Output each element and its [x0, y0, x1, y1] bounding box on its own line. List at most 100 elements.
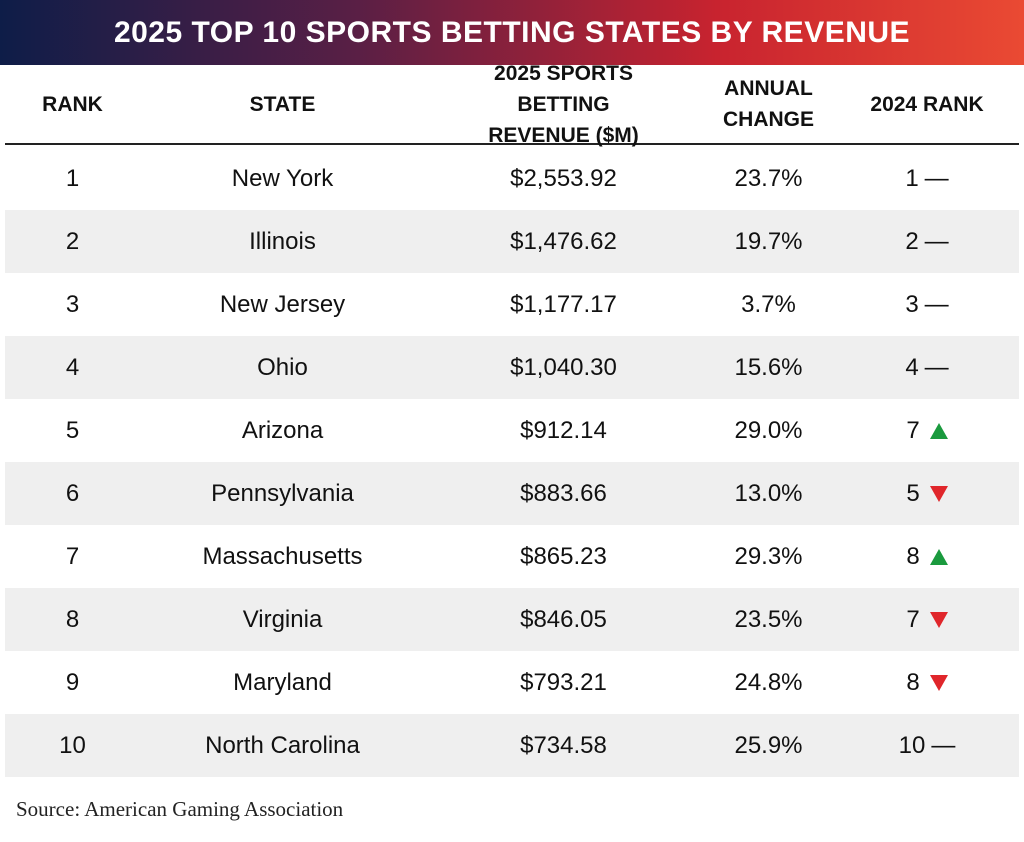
table-cell: $734.58 — [425, 714, 702, 777]
table-cell: 19.7% — [702, 210, 835, 273]
table-cell: 23.7% — [702, 147, 835, 210]
cell-text: 5 — [65, 416, 80, 444]
cell-text: 23.7% — [734, 164, 803, 192]
table-cell: 6 — [5, 462, 140, 525]
table-cell: 3 — [5, 273, 140, 336]
cell-text: 23.5% — [734, 605, 803, 633]
table-row: 4 Ohio $1,040.30 15.6% 4— — [5, 336, 1019, 399]
trend-arrow — [929, 548, 948, 565]
table-cell: $865.23 — [425, 525, 702, 588]
table-row: 5 Arizona $912.14 29.0% 7 — [5, 399, 1019, 462]
cell-text: Maryland — [233, 668, 332, 696]
column-header-text: 2024 RANK — [870, 92, 984, 116]
table-cell: 3.7% — [702, 273, 835, 336]
cell-text: 1 — [65, 164, 80, 192]
table-cell: $883.66 — [425, 462, 702, 525]
table-cell: Ohio — [140, 336, 425, 399]
table-cell: 2— — [835, 210, 1019, 273]
column-header: ANNUAL CHANGE — [702, 65, 835, 143]
prev-rank: 8 — [906, 668, 920, 696]
table-cell: 10 — [5, 714, 140, 777]
table-row: 9 Maryland $793.21 24.8% 8 — [5, 651, 1019, 714]
prev-rank: 8 — [906, 542, 920, 570]
table-cell: 8 — [835, 651, 1019, 714]
cell-text: Arizona — [241, 416, 324, 444]
column-header: 2025 SPORTS BETTING REVENUE ($M) — [425, 62, 702, 147]
table-cell: 1— — [835, 147, 1019, 210]
cell-text: New Jersey — [219, 290, 346, 318]
trend-arrow — [929, 422, 948, 439]
cell-text: 3.7% — [741, 290, 796, 318]
table-cell: 10— — [835, 714, 1019, 777]
column-header: 2024 RANK — [835, 65, 1019, 143]
header-row: RANK STATE 2025 SPORTS BETTING REVENUE ($M… — [5, 62, 1019, 147]
cell-text: $793.21 — [520, 668, 607, 696]
table-cell: Virginia — [140, 588, 425, 651]
source: Source: American Gaming Association — [16, 797, 344, 821]
no-change-mark: — — [924, 227, 949, 255]
no-change-mark: — — [924, 164, 949, 192]
cell-text: Massachusetts — [202, 542, 363, 570]
table-cell: $1,040.30 — [425, 336, 702, 399]
cell-text: 29.0% — [734, 416, 803, 444]
table-cell: Illinois — [140, 210, 425, 273]
cell-text: 6 — [65, 479, 80, 507]
table-cell: $912.14 — [425, 399, 702, 462]
cell-text: North Carolina — [205, 731, 360, 759]
table-row: 1 New York $2,553.92 23.7% 1— — [5, 147, 1019, 210]
trend-down — [929, 485, 948, 502]
trend-down — [929, 611, 948, 628]
prev-rank: 7 — [906, 416, 920, 444]
trend-down — [929, 674, 948, 691]
cell-text: $912.14 — [520, 416, 607, 444]
table-cell: 7 — [835, 399, 1019, 462]
table-cell: 2 — [5, 210, 140, 273]
table-cell: 15.6% — [702, 336, 835, 399]
prev-rank: 1 — [905, 164, 919, 192]
cell-text: 7 — [65, 542, 80, 570]
trend-arrow — [929, 485, 948, 502]
table-body: 1 New York $2,553.92 23.7% 1—2 Illinois $1,476… — [0, 147, 1024, 777]
table-cell: 1 — [5, 147, 140, 210]
table-cell: 9 — [5, 651, 140, 714]
table-cell: $1,476.62 — [425, 210, 702, 273]
table-row: 3 New Jersey $1,177.17 3.7% 3— — [5, 273, 1019, 336]
cell-text: Ohio — [257, 353, 308, 381]
table-cell: 5 — [835, 462, 1019, 525]
cell-text: 4 — [65, 353, 80, 381]
no-change-mark: — — [924, 290, 949, 318]
cell-text: 10 — [59, 731, 86, 759]
trend-arrow — [929, 611, 948, 628]
cell-text: 3 — [65, 290, 80, 318]
table-cell: Maryland — [140, 651, 425, 714]
cell-text: Virginia — [242, 605, 323, 633]
table-row: 8 Virginia $846.05 23.5% 7 — [5, 588, 1019, 651]
table-cell: 8 — [5, 588, 140, 651]
column-header: STATE — [140, 65, 425, 143]
table-cell: $793.21 — [425, 651, 702, 714]
table-cell: 4— — [835, 336, 1019, 399]
cell-text: 29.3% — [734, 542, 803, 570]
table-cell: 7 — [835, 588, 1019, 651]
prev-rank: 4 — [905, 353, 919, 381]
cell-text: 24.8% — [734, 668, 803, 696]
table-cell: 3— — [835, 273, 1019, 336]
table-cell: $846.05 — [425, 588, 702, 651]
cell-text: $1,177.17 — [510, 290, 617, 318]
prev-rank: 5 — [906, 479, 920, 507]
table-cell: 25.9% — [702, 714, 835, 777]
trend-arrow — [929, 674, 948, 691]
cell-text: 2 — [65, 227, 80, 255]
column-header-text: RANK — [42, 92, 103, 116]
cell-text: 25.9% — [734, 731, 803, 759]
table-cell: New Jersey — [140, 273, 425, 336]
title: 2025 TOP 10 SPORTS BETTING STATES BY REV… — [113, 15, 911, 49]
cell-text: $846.05 — [520, 605, 607, 633]
table-cell: New York — [140, 147, 425, 210]
table-cell: 4 — [5, 336, 140, 399]
table-cell: $1,177.17 — [425, 273, 702, 336]
cell-text: 8 — [65, 605, 80, 633]
cell-text: $1,476.62 — [510, 227, 617, 255]
table-cell: 29.3% — [702, 525, 835, 588]
